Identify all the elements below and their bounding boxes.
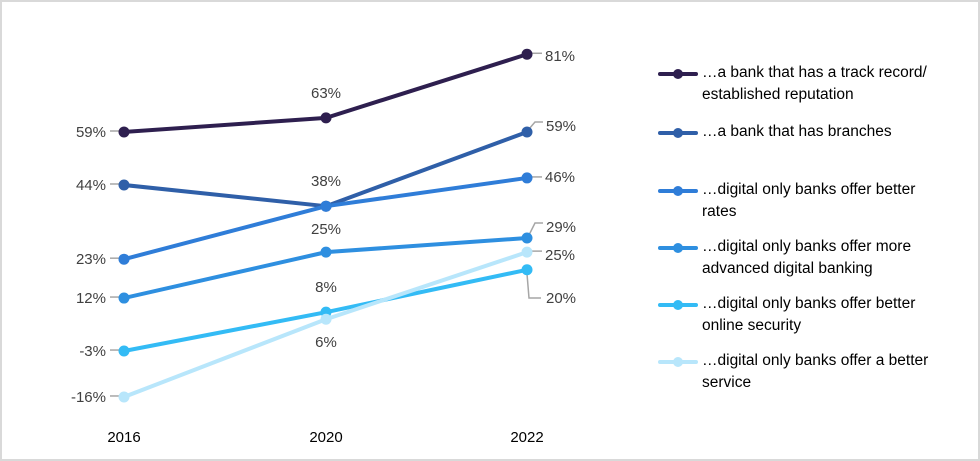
data-label: 20% — [546, 290, 576, 307]
data-point — [320, 112, 332, 124]
legend-label-line1: …a bank that has branches — [702, 123, 892, 140]
legend-swatch — [658, 186, 698, 196]
data-point — [118, 391, 130, 403]
data-point — [521, 246, 533, 258]
data-labels: 59% 63% 81% 44% 38% 59% 23% 46% 12% 25% 29% -3% 8% 20… — [71, 48, 576, 406]
legend-label-line2: rates — [702, 203, 737, 220]
data-label: 12% — [76, 290, 106, 307]
leader-line — [528, 222, 543, 236]
data-point — [521, 48, 533, 60]
legend-marker — [673, 300, 683, 310]
legend-label-line2: advanced digital banking — [702, 260, 873, 277]
data-point — [320, 200, 332, 212]
label-leader-lines — [110, 52, 543, 397]
legend-marker — [673, 243, 683, 253]
data-label: 6% — [315, 334, 337, 351]
data-point — [521, 172, 533, 184]
legend-marker — [673, 128, 683, 138]
legend-swatch — [658, 357, 698, 367]
legend-label: …digital only banks offer better rates — [702, 179, 964, 223]
legend-marker — [673, 69, 683, 79]
data-label: 8% — [315, 279, 337, 296]
legend-label-line1: …digital only banks offer better — [702, 295, 916, 312]
x-tick-label: 2020 — [309, 429, 342, 446]
x-tick-label: 2016 — [107, 429, 140, 446]
data-point — [118, 253, 130, 265]
data-label: 38% — [311, 173, 341, 190]
legend-label-line1: …digital only banks offer more — [702, 238, 912, 255]
data-label: 63% — [311, 85, 341, 102]
legend-label-line2: established reputation — [702, 86, 854, 103]
legend-label: …a bank that has branches — [702, 121, 964, 143]
data-point — [320, 246, 332, 258]
legend-label: …digital only banks offer a better servic… — [702, 350, 964, 394]
legend-label: …digital only banks offer better online s… — [702, 293, 964, 337]
legend-label-line2: online security — [702, 317, 802, 334]
data-label: 59% — [546, 118, 576, 135]
data-point — [521, 232, 533, 244]
legend-marker — [673, 186, 683, 196]
data-label: 25% — [311, 221, 341, 238]
data-label: 44% — [76, 177, 106, 194]
legend-label: …digital only banks offer more advanced d… — [702, 236, 964, 280]
legend-swatch — [658, 300, 698, 310]
legend-swatch — [658, 243, 698, 253]
data-point — [521, 264, 533, 276]
x-axis-ticks: 2016 2020 2022 — [107, 429, 543, 446]
series-points — [118, 48, 533, 403]
series-line — [122, 130, 529, 209]
data-label: 59% — [76, 124, 106, 141]
data-label: 81% — [545, 48, 575, 65]
data-label: 23% — [76, 251, 106, 268]
legend-label-line1: …digital only banks offer a better — [702, 352, 929, 369]
data-label: 46% — [545, 169, 575, 186]
data-point — [118, 345, 130, 357]
data-point — [118, 292, 130, 304]
legend-label-line1: …a bank that has a track record/ — [702, 64, 927, 81]
data-label: -16% — [71, 389, 106, 406]
legend-swatch — [658, 128, 698, 138]
legend-label: …a bank that has a track record/establis… — [702, 62, 964, 106]
x-tick-label: 2022 — [510, 429, 543, 446]
data-point — [521, 126, 533, 138]
legend-label-line2: service — [702, 374, 752, 391]
leader-line — [528, 121, 543, 130]
data-label: 29% — [546, 219, 576, 236]
legend-swatch — [658, 69, 698, 79]
data-label: -3% — [79, 343, 106, 360]
data-point — [320, 313, 332, 325]
leader-line — [526, 273, 541, 299]
legend-label-line1: …digital only banks offer better — [702, 181, 916, 198]
data-point — [118, 126, 130, 138]
legend-marker — [673, 357, 683, 367]
data-point — [118, 179, 130, 191]
data-label: 25% — [545, 247, 575, 264]
